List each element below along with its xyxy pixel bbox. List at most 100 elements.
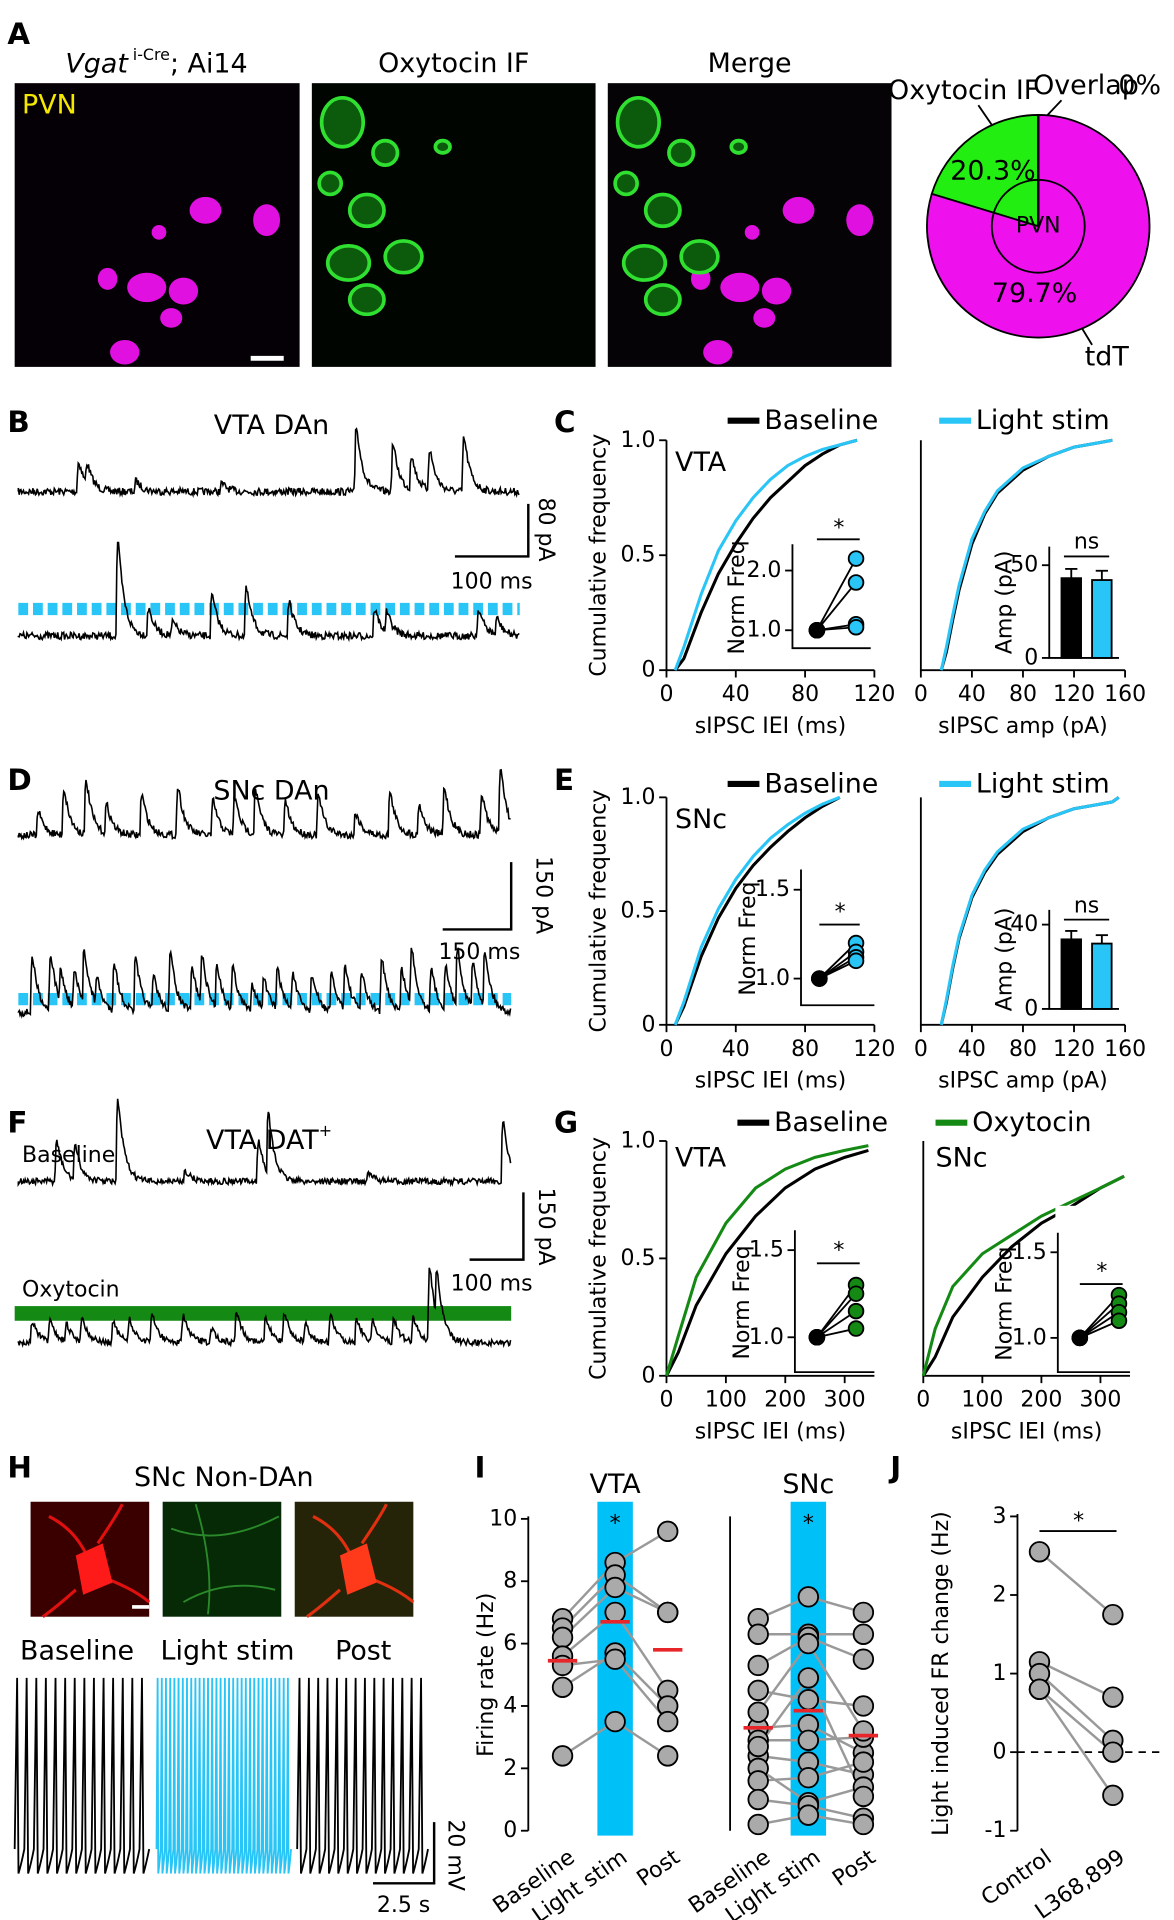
y-axis-label: Amp (pA)	[993, 908, 1018, 1012]
gene: Vgat	[65, 48, 129, 79]
cell	[127, 272, 167, 303]
x-tick-label: 300	[1079, 1388, 1121, 1413]
data-point	[811, 970, 828, 987]
panel-letter: J	[888, 1451, 901, 1485]
x-tick-label: 0	[659, 1388, 673, 1413]
data-point	[551, 1654, 574, 1677]
pie-label: tdT	[1085, 342, 1130, 373]
cell	[643, 283, 682, 317]
spike-train	[296, 1677, 429, 1874]
cdf-line	[665, 1148, 869, 1377]
scale-bar	[454, 503, 530, 558]
spike-train	[13, 1677, 151, 1874]
significance-label: *	[803, 1511, 814, 1536]
cells-green	[317, 96, 452, 317]
trace	[17, 1267, 512, 1349]
cdf-line	[921, 1174, 1125, 1377]
data-point	[747, 1623, 769, 1645]
data-point	[657, 1520, 679, 1543]
bar	[1091, 579, 1113, 659]
chart-annotation: SNc	[675, 804, 727, 835]
cell	[325, 243, 372, 282]
significance-label: *	[610, 1511, 621, 1536]
cell	[761, 277, 792, 305]
data-point	[747, 1679, 769, 1702]
data-point	[847, 1285, 865, 1302]
data-point	[747, 1770, 769, 1792]
legend-label: Baseline	[774, 1107, 888, 1138]
panel-letter: G	[554, 1106, 578, 1140]
trace	[17, 768, 511, 841]
reporter: ; Ai14	[170, 48, 248, 79]
cell	[371, 138, 400, 167]
pie-inner-ring	[990, 178, 1086, 274]
data-point	[1102, 1686, 1124, 1708]
cell	[613, 170, 639, 197]
data-point	[797, 1804, 820, 1826]
y-tick-label: 40	[1010, 912, 1038, 937]
trace-title: VTA DAn	[214, 410, 329, 441]
data-point	[852, 1751, 875, 1773]
significance-label: *	[835, 900, 846, 925]
cell	[667, 138, 696, 167]
cell	[729, 138, 748, 155]
data-point	[852, 1623, 875, 1645]
data-point	[604, 1601, 626, 1624]
data-point	[1071, 1329, 1089, 1347]
panel-a-images: PVN Vgat i-Cre; Ai14 Oxytocin IF Merge	[14, 44, 892, 367]
x-axis-label: sIPSC amp (pA)	[938, 1069, 1108, 1094]
cell	[679, 239, 720, 275]
y-tick-label: 1.5	[755, 877, 790, 902]
y-tick-label: 0	[1024, 996, 1038, 1021]
pie-label: Overlap	[1033, 70, 1139, 101]
data-point	[551, 1626, 574, 1649]
x-tick-label: 40	[722, 1037, 750, 1062]
y-tick-label: 1.0	[620, 785, 655, 810]
cells-magenta	[97, 196, 281, 365]
data-point	[797, 1729, 820, 1751]
pie-label: Oxytocin IF	[888, 75, 1039, 106]
y-tick-label: 6	[503, 1631, 517, 1656]
data-point	[747, 1735, 769, 1758]
x-tick-label: 80	[791, 1037, 819, 1062]
legend-label: Baseline	[764, 768, 878, 799]
y-tick-label: 0.5	[620, 899, 655, 924]
data-point	[1028, 1678, 1051, 1700]
data-point	[657, 1601, 679, 1624]
image-title: Merge	[708, 48, 792, 79]
cell	[317, 170, 344, 197]
data-point	[852, 1813, 875, 1836]
x-tick-label: 40	[958, 1037, 986, 1062]
x-tick-label: 80	[1009, 682, 1037, 707]
y-tick-label: -1	[985, 1818, 1007, 1843]
panel-letter: I	[474, 1451, 485, 1485]
pair-line	[807, 1642, 865, 1732]
y-axis-label: Norm Freq	[736, 882, 761, 996]
chart-annotation: VTA	[675, 447, 727, 478]
data-point	[852, 1601, 875, 1624]
data-point	[657, 1745, 679, 1767]
significance-label: *	[1096, 1259, 1107, 1284]
y-tick-label: 1.0	[620, 428, 655, 453]
trace	[17, 541, 520, 643]
x-tick-label: 120	[853, 682, 895, 707]
data-point	[797, 1689, 820, 1711]
y-tick-label: 1.0	[755, 966, 790, 991]
y-tick-label: 4	[503, 1693, 517, 1718]
data-point	[852, 1720, 875, 1742]
image-green	[162, 1501, 282, 1617]
data-point	[797, 1586, 820, 1608]
y-tick-label: 1.0	[746, 618, 781, 643]
data-point	[1028, 1541, 1051, 1563]
y-axis-label: Light induced FR change (Hz)	[929, 1511, 954, 1836]
scale-label: 150 pA	[530, 856, 555, 934]
cell	[782, 196, 815, 224]
data-point	[808, 1329, 826, 1346]
y-tick-label: 3	[992, 1504, 1006, 1529]
significance-label: *	[833, 1239, 844, 1264]
soma	[75, 1543, 113, 1595]
cdf-line	[673, 438, 858, 671]
y-axis-label: Cumulative frequency	[587, 1137, 612, 1380]
cdf-line	[939, 438, 1113, 671]
inset-background	[792, 1203, 882, 1375]
